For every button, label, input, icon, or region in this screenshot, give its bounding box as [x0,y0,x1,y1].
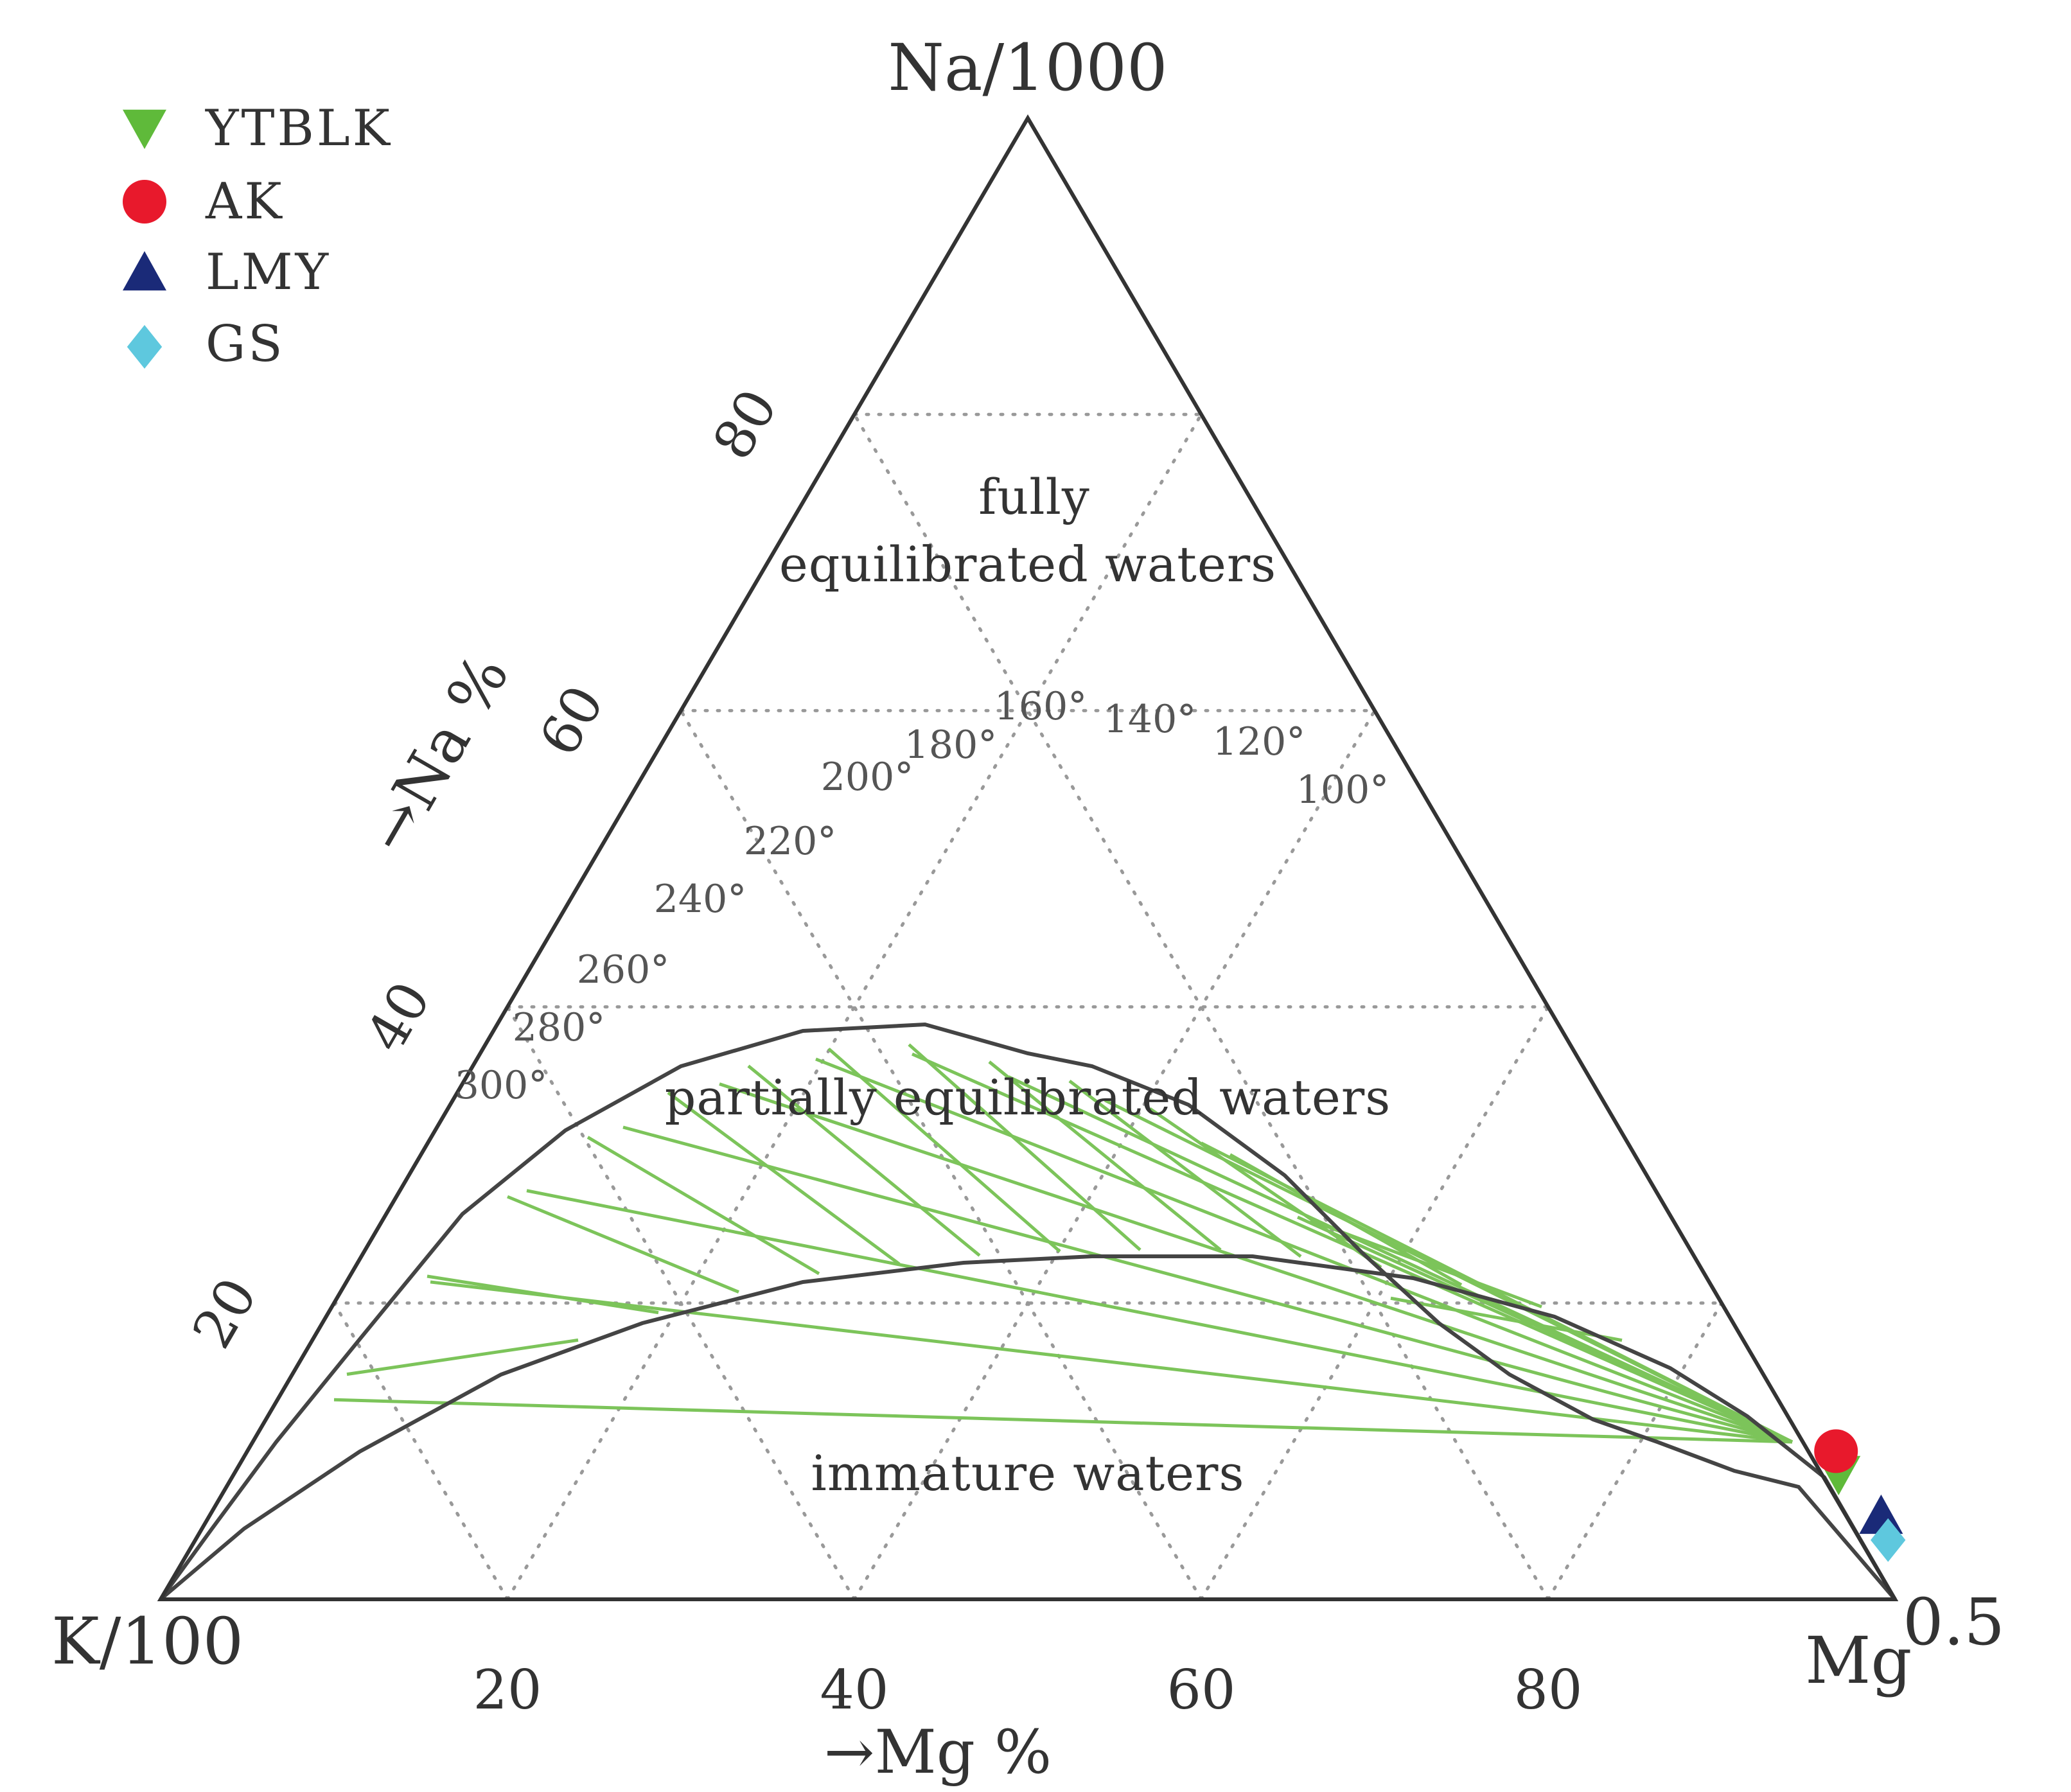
isotherm-line-240 [622,1125,1793,1444]
bottom-axis-title: →Mg % [824,1717,1052,1788]
grid-line-mg-80 [1546,1301,1723,1601]
isotherm-label-280: 280° [513,1005,606,1050]
legend-label-lmy: LMY [206,243,331,301]
data-point-gs [1871,1518,1906,1562]
cross-line [1068,1080,1302,1258]
left-tick-60: 60 [527,675,616,766]
legend-label-ytblk: YTBLK [205,100,392,157]
isotherm-line-160 [1007,1075,1793,1444]
bottom-axis-ticks: 20 40 60 80 [473,1658,1583,1721]
isotherm-label-140: 140° [1104,697,1197,742]
left-tick-20: 20 [181,1268,269,1359]
vertex-left-label: K/100 [51,1604,243,1679]
left-axis-ticks: 20 40 60 80 [181,379,789,1358]
cross-line [427,1274,659,1315]
isotherm-label-100: 100° [1296,768,1389,813]
cross-line [507,1195,739,1294]
legend-marker-gs [127,325,163,369]
grid-line-k-60 [679,708,1203,1601]
bottom-tick-20: 20 [473,1658,542,1721]
isotherm-label-220: 220° [744,819,837,864]
full-equilibrium-curve [159,1022,1897,1601]
cross-line [988,1060,1222,1251]
cross-line [667,1091,901,1266]
vertex-top-label: Na/1000 [888,30,1167,105]
cross-line [1310,1218,1542,1308]
immature-boundary-curve [159,1254,1897,1601]
bottom-tick-60: 60 [1167,1658,1236,1721]
isotherm-label-300: 300° [455,1063,548,1108]
isotherm-line-200 [815,1057,1793,1444]
isotherm-labels: 100°120° 140° 160°180°200° 220° 240° 260° 280°… [455,684,1389,1108]
vertex-right-label: Mg [1805,1623,1912,1698]
isotherm-line-300 [333,1398,1793,1444]
data-point-ak [1814,1429,1858,1473]
grid-line-k-40 [506,1005,856,1601]
legend-label-gs: GS [206,315,285,373]
isotherm-label-240: 240° [654,877,747,922]
grid-line-k-80 [852,412,1550,1601]
bottom-tick-40: 40 [820,1658,889,1721]
left-axis-title: →Na % [354,643,523,865]
region-immature-label: immature waters [811,1445,1245,1502]
isotherm-label-120: 120° [1213,719,1306,764]
grid-line-mg-40 [852,708,1377,1601]
left-tick-40: 40 [354,971,443,1062]
cross-line [346,1338,579,1376]
isotherm-line-220 [719,1082,1793,1444]
legend: YTBLK AK LMY GS [123,100,392,373]
cross-line [1390,1296,1623,1342]
cross-line [1149,1107,1382,1269]
equilibrium-curves [159,1022,1897,1601]
cross-line [827,1048,1061,1253]
legend-markers [123,109,166,369]
legend-label-ak: AK [205,173,285,231]
vertex-right-superscript: 0.5 [1903,1585,2005,1660]
isotherm-lines [333,1043,1793,1444]
isotherm-label-260: 260° [577,947,670,992]
isotherm-line-260 [526,1189,1793,1444]
ternary-frame [157,114,1899,1601]
isotherm-label-180: 180° [904,723,998,768]
region-fully-line1: fully [978,468,1090,525]
isotherm-label-200: 200° [821,755,914,800]
data-points [1814,1429,1906,1562]
region-fully-line2: equilibrated waters [779,536,1276,593]
region-partial-label: partially equilibrated waters [665,1069,1391,1126]
isotherm-label-160: 160° [994,684,1088,729]
bottom-tick-80: 80 [1514,1658,1583,1721]
legend-marker-ak [123,180,166,224]
cross-line [747,1064,981,1257]
cross-line [908,1043,1141,1251]
left-tick-80: 80 [701,379,789,470]
cross-line [586,1136,820,1276]
legend-marker-lmy [123,251,166,291]
isotherm-line-280 [430,1280,1793,1444]
grid-line-k-20 [332,1301,509,1601]
legend-marker-ytblk [123,109,166,149]
